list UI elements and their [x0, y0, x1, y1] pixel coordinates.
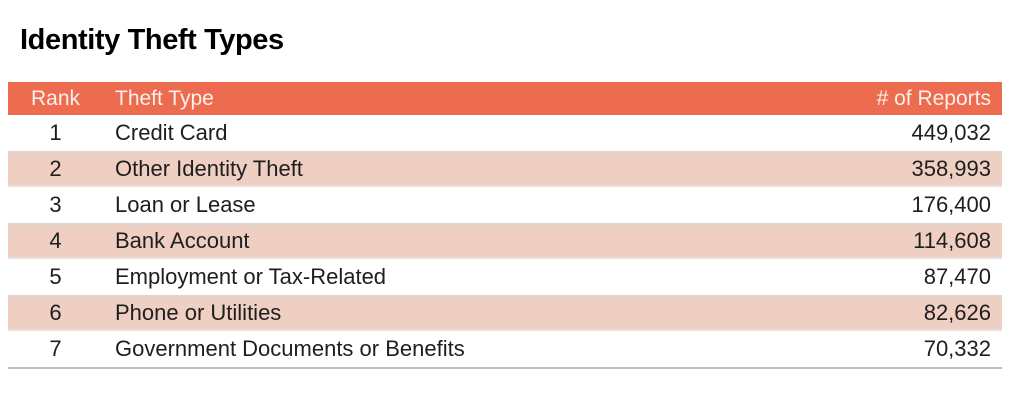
rank-cell: 7 — [49, 336, 62, 361]
table-body: 1 Credit Card 449,032 2 Other Identity T… — [8, 115, 1002, 367]
rank-cell: 2 — [49, 156, 62, 181]
column-header-theft-type: Theft Type — [115, 86, 214, 110]
table-row: 7 Government Documents or Benefits 70,33… — [8, 331, 1002, 367]
page-title: Identity Theft Types — [20, 24, 284, 56]
identity-theft-table: Rank Theft Type # of Reports 1 Credit Ca… — [8, 82, 1002, 369]
theft-type-cell: Phone or Utilities — [115, 300, 282, 325]
column-header-rank: Rank — [30, 86, 81, 110]
column-header-reports: # of Reports — [876, 86, 991, 110]
theft-type-cell: Loan or Lease — [115, 192, 256, 217]
theft-type-cell: Bank Account — [115, 228, 250, 253]
table-row: 4 Bank Account 114,608 — [8, 223, 1002, 259]
table-row: 6 Phone or Utilities 82,626 — [8, 295, 1002, 331]
table-row: 3 Loan or Lease 176,400 — [8, 187, 1002, 223]
rank-cell: 1 — [49, 120, 62, 145]
table-row: 1 Credit Card 449,032 — [8, 115, 1002, 151]
rank-cell: 4 — [49, 228, 62, 253]
rank-cell: 5 — [49, 264, 62, 289]
rank-cell: 6 — [49, 300, 62, 325]
theft-type-cell: Credit Card — [115, 120, 228, 145]
reports-cell: 176,400 — [911, 192, 991, 217]
theft-type-cell: Other Identity Theft — [115, 156, 303, 181]
theft-type-cell: Government Documents or Benefits — [115, 336, 465, 361]
reports-cell: 87,470 — [923, 264, 991, 289]
reports-cell: 358,993 — [911, 156, 991, 181]
reports-cell: 449,032 — [911, 120, 991, 145]
table-row: 5 Employment or Tax-Related 87,470 — [8, 259, 1002, 295]
table-header-row: Rank Theft Type # of Reports — [8, 82, 1002, 115]
rank-cell: 3 — [49, 192, 62, 217]
table-row: 2 Other Identity Theft 358,993 — [8, 151, 1002, 187]
reports-cell: 82,626 — [923, 300, 991, 325]
theft-type-cell: Employment or Tax-Related — [115, 264, 387, 289]
reports-cell: 70,332 — [923, 336, 991, 361]
reports-cell: 114,608 — [913, 228, 991, 253]
